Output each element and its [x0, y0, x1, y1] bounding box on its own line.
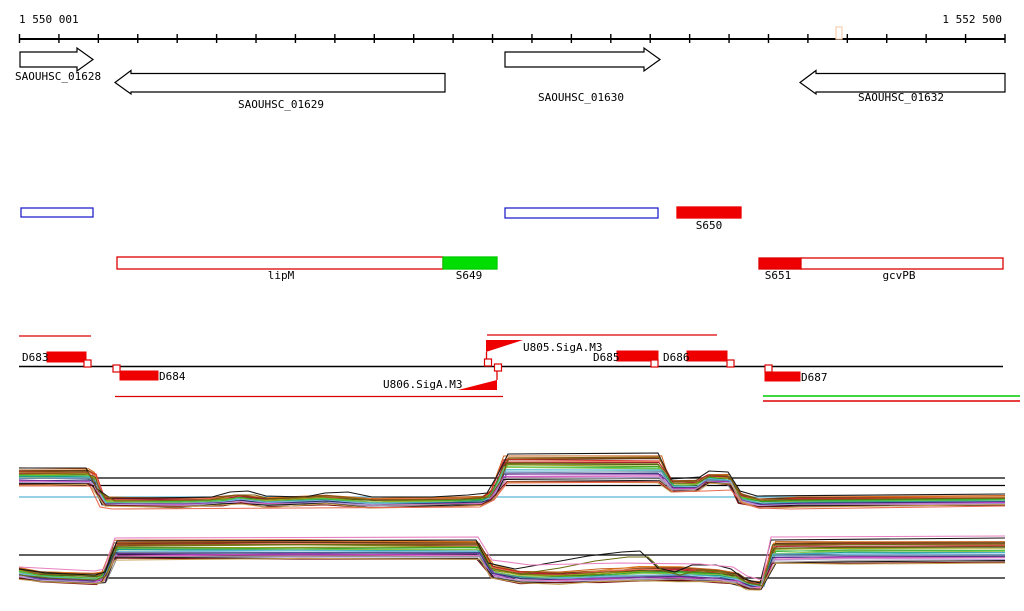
feature-lipM[interactable] [116, 256, 444, 270]
promoter-wedge-u806-siga-m3[interactable] [458, 380, 497, 390]
forward-strand-signal-accent-trace [19, 452, 1006, 499]
promoter-label-u806-siga-m3: U806.SigA.M3 [383, 377, 463, 391]
ruler-end-coordinate: 1 552 500 [942, 13, 1002, 26]
feature-S650[interactable] [676, 206, 742, 219]
expression-trace [18, 481, 1006, 510]
feature-S649[interactable] [442, 256, 498, 270]
feature-gcvPB[interactable] [800, 257, 1004, 270]
probe-box-mid[interactable] [504, 207, 659, 219]
feature-S651-label: S651 [764, 269, 792, 282]
terminator-box-d684[interactable] [119, 370, 159, 381]
gene-arrow-saouhsc-01632[interactable] [798, 69, 1006, 96]
anchor-square-u805-siga-m3 [483, 358, 493, 367]
terminator-label-d684: D684 [159, 370, 186, 383]
terminator-box-d685[interactable] [616, 350, 659, 362]
gene-label-saouhsc-01629: SAOUHSC_01629 [237, 98, 325, 111]
gene-label-saouhsc-01632: SAOUHSC_01632 [857, 91, 945, 104]
feature-lipM-label: lipM [267, 269, 295, 282]
feature-S650-label: S650 [695, 219, 723, 232]
probe-box-left[interactable] [20, 207, 94, 218]
terminator-label-d686: D686 [663, 351, 690, 364]
anchor-square-d685 [650, 359, 659, 368]
forward-strand-signal-accent-trace [19, 456, 1006, 502]
anchor-square-d687 [764, 364, 773, 373]
terminator-label-d685: D685 [593, 351, 620, 364]
gene-arrow-saouhsc-01628[interactable] [19, 46, 95, 73]
reverse-strand-signal-accent-trace [18, 543, 1006, 587]
gene-label-saouhsc-01628: SAOUHSC_01628 [15, 70, 102, 83]
ruler-ghost-cursor [835, 26, 843, 40]
terminator-box-d683[interactable] [46, 351, 87, 363]
expression-trace [18, 480, 1006, 509]
feature-gcvPB-label: gcvPB [882, 269, 916, 282]
feature-S651[interactable] [758, 257, 802, 270]
anchor-square-u806-siga-m3 [493, 363, 503, 372]
expression-trace [18, 459, 1006, 502]
forward-strand-signal-accent-trace [19, 481, 1006, 510]
terminator-box-d686[interactable] [686, 350, 728, 362]
reverse-strand-signal-accent-trace [18, 535, 1006, 581]
anchor-square-d686 [726, 359, 735, 368]
promoter-wedge-u805-siga-m3[interactable] [486, 340, 523, 352]
promoter-label-u805-siga-m3: U805.SigA.M3 [523, 340, 603, 354]
terminator-label-d683: D683 [22, 351, 49, 364]
gene-arrow-saouhsc-01629[interactable] [113, 69, 446, 96]
terminator-label-d687: D687 [801, 371, 828, 384]
terminator-box-d687[interactable] [764, 371, 801, 382]
feature-S649-label: S649 [455, 269, 483, 282]
ruler-start-coordinate: 1 550 001 [19, 13, 79, 26]
gene-arrow-saouhsc-01630[interactable] [504, 46, 662, 73]
gene-label-saouhsc-01630: SAOUHSC_01630 [537, 91, 625, 104]
anchor-square-d683 [83, 359, 92, 368]
expression-trace [18, 557, 1006, 591]
anchor-square-d684 [112, 364, 121, 373]
reverse-strand-signal-accent-trace [18, 537, 1006, 584]
